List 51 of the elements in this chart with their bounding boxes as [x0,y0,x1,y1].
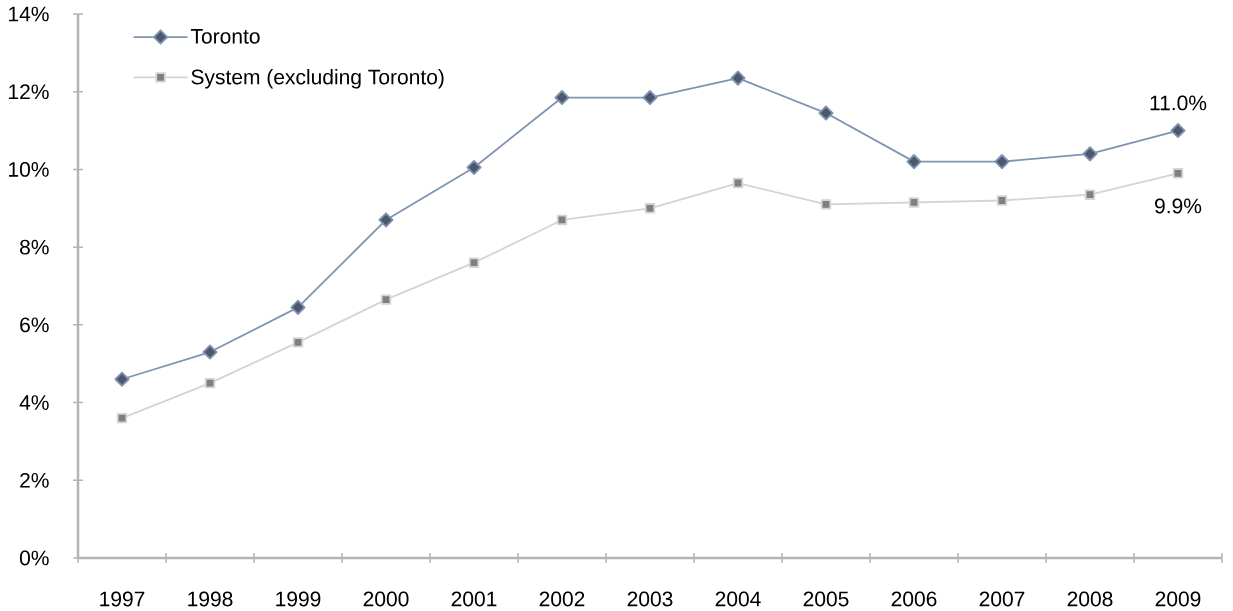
y-tick-label: 4% [19,395,49,410]
x-tick-label: 1998 [188,591,233,607]
legend-label: Toronto [190,29,260,44]
point [292,337,304,348]
point [554,89,570,106]
point [1172,168,1184,179]
annotation: 11.0% [1150,95,1207,111]
point [114,371,130,387]
y-tick-label: 14% [9,6,49,22]
x-tick-label: 2006 [891,591,937,607]
point [908,197,920,208]
y-tick-label: 0% [19,550,49,566]
x-tick-label: 2009 [1155,591,1201,607]
point [204,377,216,389]
x-tick-label: 2004 [715,591,761,607]
point [732,177,744,189]
y-tick-label: 8% [20,239,49,255]
point [378,212,394,228]
point [468,257,480,268]
x-tick-label: 2008 [1067,591,1113,607]
y-tick-label: 2% [20,472,49,488]
point [1082,146,1098,162]
point [820,199,832,210]
x-tick-label: 2005 [803,591,849,607]
x-tick-label: 1997 [100,591,145,607]
x-tick-label: 2007 [979,591,1025,607]
point [906,154,922,170]
legend-label: System (excluding Toronto) [191,69,444,89]
point [730,70,746,86]
point [644,203,656,214]
point [1170,123,1186,139]
x-tick-label: 2002 [539,591,585,607]
point [996,195,1008,206]
x-tick-label: 2003 [627,591,673,607]
y-tick-label: 6% [20,317,49,333]
point [1084,189,1096,200]
point [556,214,568,226]
point [380,294,392,305]
point [466,159,482,176]
point [202,344,218,360]
point [818,105,834,121]
point [642,89,658,106]
y-tick-label: 12% [9,84,49,100]
point [994,154,1010,170]
x-tick-label: 2001 [451,591,497,607]
point [116,412,128,424]
x-tick-label: 2000 [363,591,409,607]
y-tick-label: 10% [9,162,49,177]
annotation: 9.9% [1155,198,1202,214]
x-tick-label: 1999 [276,591,321,607]
point [290,299,306,315]
